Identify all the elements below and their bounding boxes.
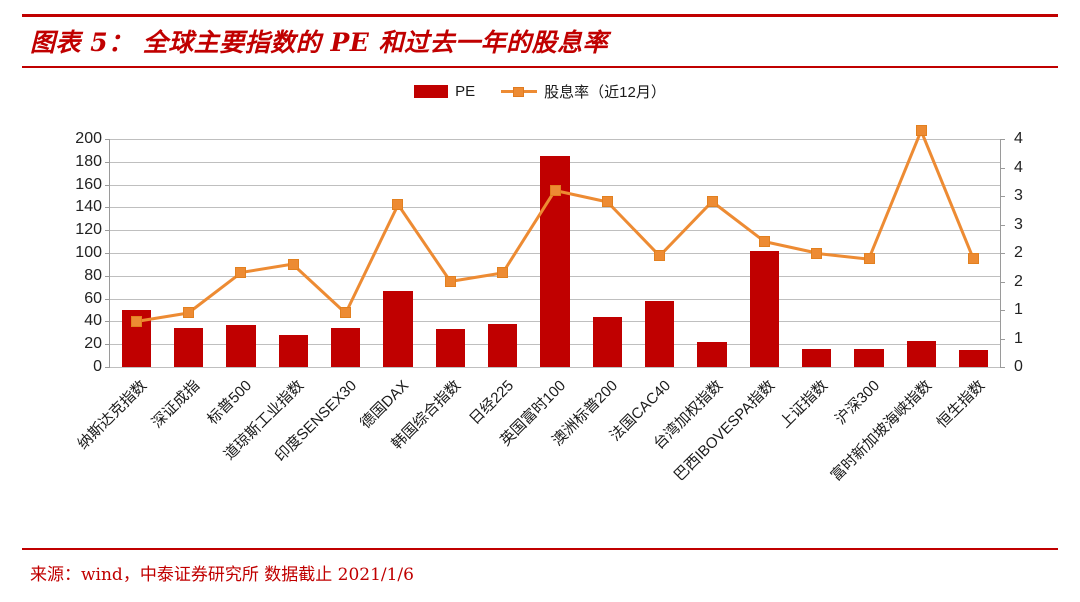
- left-axis-tick-label: 0: [93, 358, 102, 375]
- bar[interactable]: [749, 250, 780, 367]
- line-marker[interactable]: [235, 267, 247, 279]
- line-marker[interactable]: [287, 258, 299, 270]
- bar[interactable]: [226, 324, 256, 367]
- right-axis-tick: [1000, 167, 1005, 169]
- right-axis-tick: [1000, 224, 1005, 226]
- source-note: 来源：wind，中泰证券研究所 数据截止 2021/1/6: [30, 565, 414, 585]
- bar[interactable]: [330, 328, 361, 367]
- legend-item-dividend-yield[interactable]: 股息率（近12月）: [501, 81, 666, 102]
- plot-area: [105, 124, 1005, 368]
- left-axis-tick: [105, 298, 110, 300]
- left-axis-tick: [105, 344, 110, 346]
- bar[interactable]: [697, 341, 727, 367]
- right-axis-tick-label: 4: [1014, 158, 1023, 176]
- bar[interactable]: [383, 290, 413, 367]
- line-marker[interactable]: [706, 196, 718, 208]
- line-segment: [867, 129, 923, 260]
- gridline: [110, 367, 1000, 368]
- gridline: [110, 139, 1000, 140]
- line-marker[interactable]: [183, 307, 195, 319]
- left-axis-tick-label: 40: [84, 312, 102, 330]
- line-marker[interactable]: [444, 276, 456, 287]
- right-axis-tick: [1000, 253, 1005, 254]
- bar[interactable]: [173, 328, 204, 367]
- chart-legend: PE 股息率（近12月）: [0, 76, 1080, 106]
- left-axis-tick: [105, 321, 110, 323]
- left-axis-tick-label: 160: [75, 175, 102, 193]
- right-axis-tick-label: 4: [1014, 130, 1023, 147]
- right-axis-tick-label: 2: [1014, 244, 1023, 261]
- left-axis-tick: [105, 367, 110, 368]
- bottom-divider: [22, 548, 1058, 550]
- left-axis-tick: [105, 184, 110, 186]
- legend-item-pe[interactable]: PE: [414, 83, 475, 100]
- left-axis-tick-label: 80: [84, 266, 102, 284]
- bar[interactable]: [645, 300, 675, 367]
- line-marker[interactable]: [915, 124, 927, 136]
- left-axis-tick: [105, 275, 110, 277]
- left-axis-tick-label: 60: [84, 289, 102, 307]
- right-axis-tick: [1000, 310, 1005, 311]
- line-marker[interactable]: [549, 184, 561, 196]
- left-axis-tick-label: 200: [75, 130, 102, 147]
- line-marker[interactable]: [392, 199, 404, 211]
- left-axis-tick-label: 180: [75, 152, 102, 170]
- line-segment: [606, 200, 661, 257]
- bar[interactable]: [906, 340, 937, 367]
- left-axis-tick-label: 100: [75, 244, 102, 261]
- line-marker[interactable]: [130, 315, 142, 327]
- bar[interactable]: [802, 348, 832, 367]
- line-marker-swatch-icon: [501, 85, 538, 98]
- right-axis-tick-label: 1: [1014, 329, 1023, 347]
- left-axis-tick-label: 140: [75, 198, 102, 216]
- right-axis-tick-label: 3: [1014, 187, 1023, 204]
- left-axis-tick: [105, 253, 110, 254]
- line-marker[interactable]: [863, 253, 875, 265]
- left-axis-tick: [105, 139, 110, 140]
- bar[interactable]: [435, 329, 465, 367]
- line-marker[interactable]: [968, 253, 980, 265]
- left-axis-tick: [105, 230, 110, 232]
- left-axis-tick-label: 20: [84, 335, 102, 353]
- title-divider: [22, 66, 1058, 68]
- line-marker[interactable]: [601, 196, 613, 208]
- line-marker[interactable]: [497, 267, 509, 279]
- right-axis-tick: [1000, 196, 1005, 197]
- left-axis-tick: [105, 207, 110, 209]
- left-axis-tick: [105, 161, 110, 163]
- legend-label-pe: PE: [455, 82, 476, 100]
- line-segment: [240, 262, 294, 275]
- bar[interactable]: [959, 349, 989, 367]
- right-axis-tick-label: 0: [1014, 358, 1023, 375]
- line-segment: [658, 200, 714, 257]
- right-axis-tick-label: 2: [1014, 272, 1023, 290]
- line-marker[interactable]: [654, 250, 666, 262]
- line-segment: [292, 263, 347, 314]
- right-axis-tick-label: 1: [1014, 301, 1023, 318]
- legend-label-dividend-yield: 股息率（近12月）: [544, 83, 666, 101]
- line-segment: [920, 129, 976, 260]
- bar[interactable]: [592, 316, 622, 367]
- page-title: 图表 5： 全球主要指数的 PE 和过去一年的股息率: [30, 28, 609, 57]
- left-axis-tick-label: 120: [75, 221, 102, 239]
- line-segment: [187, 271, 242, 315]
- line-marker[interactable]: [340, 307, 352, 319]
- line-marker[interactable]: [758, 236, 770, 248]
- bar[interactable]: [278, 335, 308, 367]
- line-segment: [450, 271, 503, 283]
- right-axis-tick: [1000, 338, 1005, 340]
- bar[interactable]: [487, 323, 518, 367]
- top-divider: [22, 14, 1058, 17]
- line-segment: [396, 203, 452, 283]
- right-axis-tick: [1000, 367, 1005, 368]
- right-axis-tick-label: 3: [1014, 215, 1023, 233]
- bar[interactable]: [854, 348, 884, 367]
- bar-swatch-icon: [414, 84, 449, 98]
- line-marker[interactable]: [811, 247, 823, 259]
- right-axis-tick: [1000, 281, 1005, 283]
- right-axis-tick: [1000, 139, 1005, 140]
